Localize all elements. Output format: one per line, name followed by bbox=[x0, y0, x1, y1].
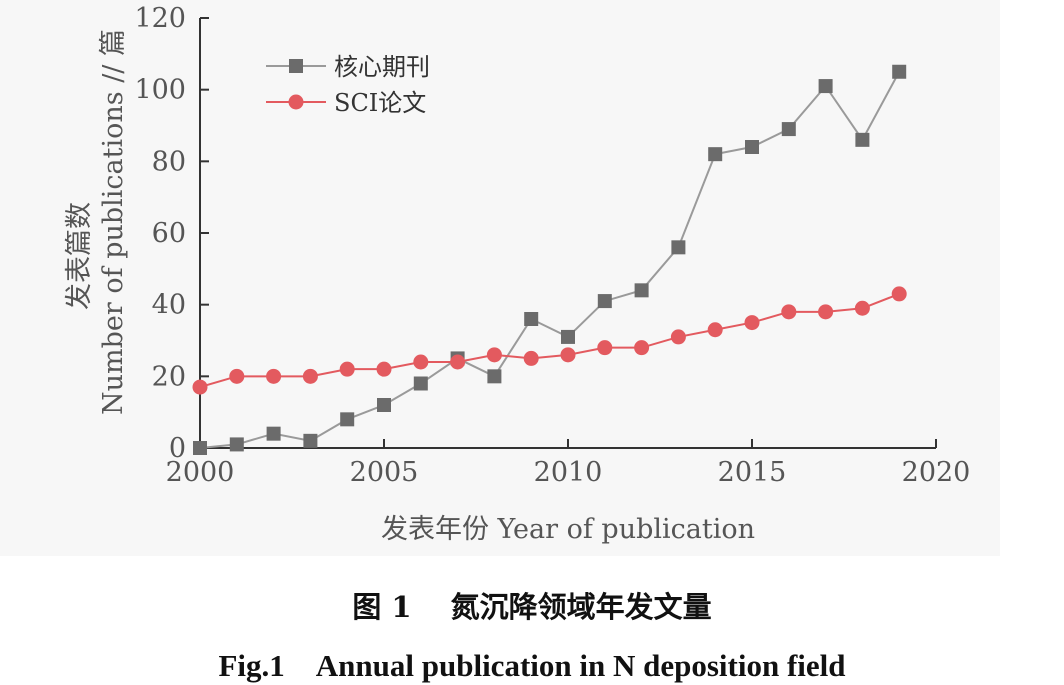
data-point bbox=[634, 340, 650, 356]
y-tick-label: 120 bbox=[134, 3, 186, 34]
data-point bbox=[413, 376, 428, 391]
data-point bbox=[818, 304, 834, 320]
data-point bbox=[266, 426, 281, 441]
series-1 bbox=[193, 64, 907, 455]
legend-label: 核心期刊 bbox=[334, 53, 430, 81]
y-tick-label: 80 bbox=[152, 146, 186, 177]
data-point bbox=[302, 368, 318, 384]
data-point bbox=[892, 64, 907, 79]
legend-marker bbox=[289, 59, 303, 73]
data-point bbox=[340, 412, 355, 427]
data-point bbox=[707, 322, 723, 338]
data-point bbox=[229, 437, 244, 452]
data-point bbox=[487, 369, 502, 384]
x-tick-label: 2000 bbox=[166, 457, 235, 488]
legend: 核心期刊 SCI论文 bbox=[266, 53, 430, 117]
data-point bbox=[854, 300, 870, 316]
y-tick-label: 40 bbox=[152, 290, 186, 321]
data-point bbox=[377, 398, 391, 412]
data-point bbox=[744, 315, 760, 331]
data-point bbox=[781, 122, 796, 137]
y-tick-label: 0 bbox=[169, 433, 186, 464]
x-tick-label: 2020 bbox=[902, 457, 971, 488]
figure-caption-en: Fig.1 Annual publication in N deposition… bbox=[218, 648, 846, 683]
data-point bbox=[891, 286, 907, 302]
data-point bbox=[781, 304, 797, 320]
y-axis-title-cn: 发表篇数 bbox=[64, 202, 95, 310]
y-tick-label: 20 bbox=[152, 361, 186, 392]
data-point bbox=[597, 340, 613, 356]
data-point bbox=[266, 368, 282, 384]
x-axis-title: 发表年份 Year of publication bbox=[381, 514, 755, 545]
data-point bbox=[708, 147, 723, 162]
data-point bbox=[303, 433, 318, 448]
data-point bbox=[855, 132, 870, 147]
data-point bbox=[745, 140, 759, 154]
data-point bbox=[560, 347, 576, 363]
figure-panel: 0 20 40 60 80 100 120 2000 2005 2010 2015 2020 核心期… bbox=[64, 3, 971, 545]
data-point bbox=[486, 347, 502, 363]
data-point bbox=[634, 283, 649, 298]
data-point bbox=[671, 240, 686, 255]
data-point bbox=[450, 354, 466, 370]
data-point bbox=[193, 441, 207, 455]
legend-marker bbox=[288, 94, 304, 110]
x-tick-label: 2015 bbox=[718, 457, 787, 488]
x-axis-ticks: 2000 2005 2010 2015 2020 bbox=[166, 439, 971, 488]
data-point bbox=[670, 329, 686, 345]
data-point bbox=[192, 379, 208, 395]
y-axis-title-en: Number of publications // 篇 bbox=[98, 29, 129, 415]
y-tick-label: 60 bbox=[152, 218, 186, 249]
legend-label: SCI论文 bbox=[334, 89, 426, 117]
series-layer bbox=[192, 64, 907, 455]
data-point bbox=[561, 329, 575, 344]
figure-caption-cn: 图 1 氮沉降领域年发文量 bbox=[352, 590, 712, 624]
data-point bbox=[524, 312, 539, 326]
x-tick-label: 2010 bbox=[534, 457, 603, 488]
y-axis-ticks: 0 20 40 60 80 100 120 bbox=[134, 3, 209, 464]
data-point bbox=[523, 350, 539, 366]
line-chart: 0 20 40 60 80 100 120 2000 2005 2010 2015 2020 核心期… bbox=[64, 3, 971, 545]
data-point bbox=[818, 79, 833, 94]
data-point bbox=[229, 368, 245, 384]
data-point bbox=[339, 361, 355, 377]
y-tick-label: 100 bbox=[134, 75, 186, 106]
series-2 bbox=[192, 286, 907, 395]
data-point bbox=[376, 361, 392, 377]
data-point bbox=[413, 354, 429, 370]
data-point bbox=[597, 294, 612, 309]
x-tick-label: 2005 bbox=[350, 457, 419, 488]
